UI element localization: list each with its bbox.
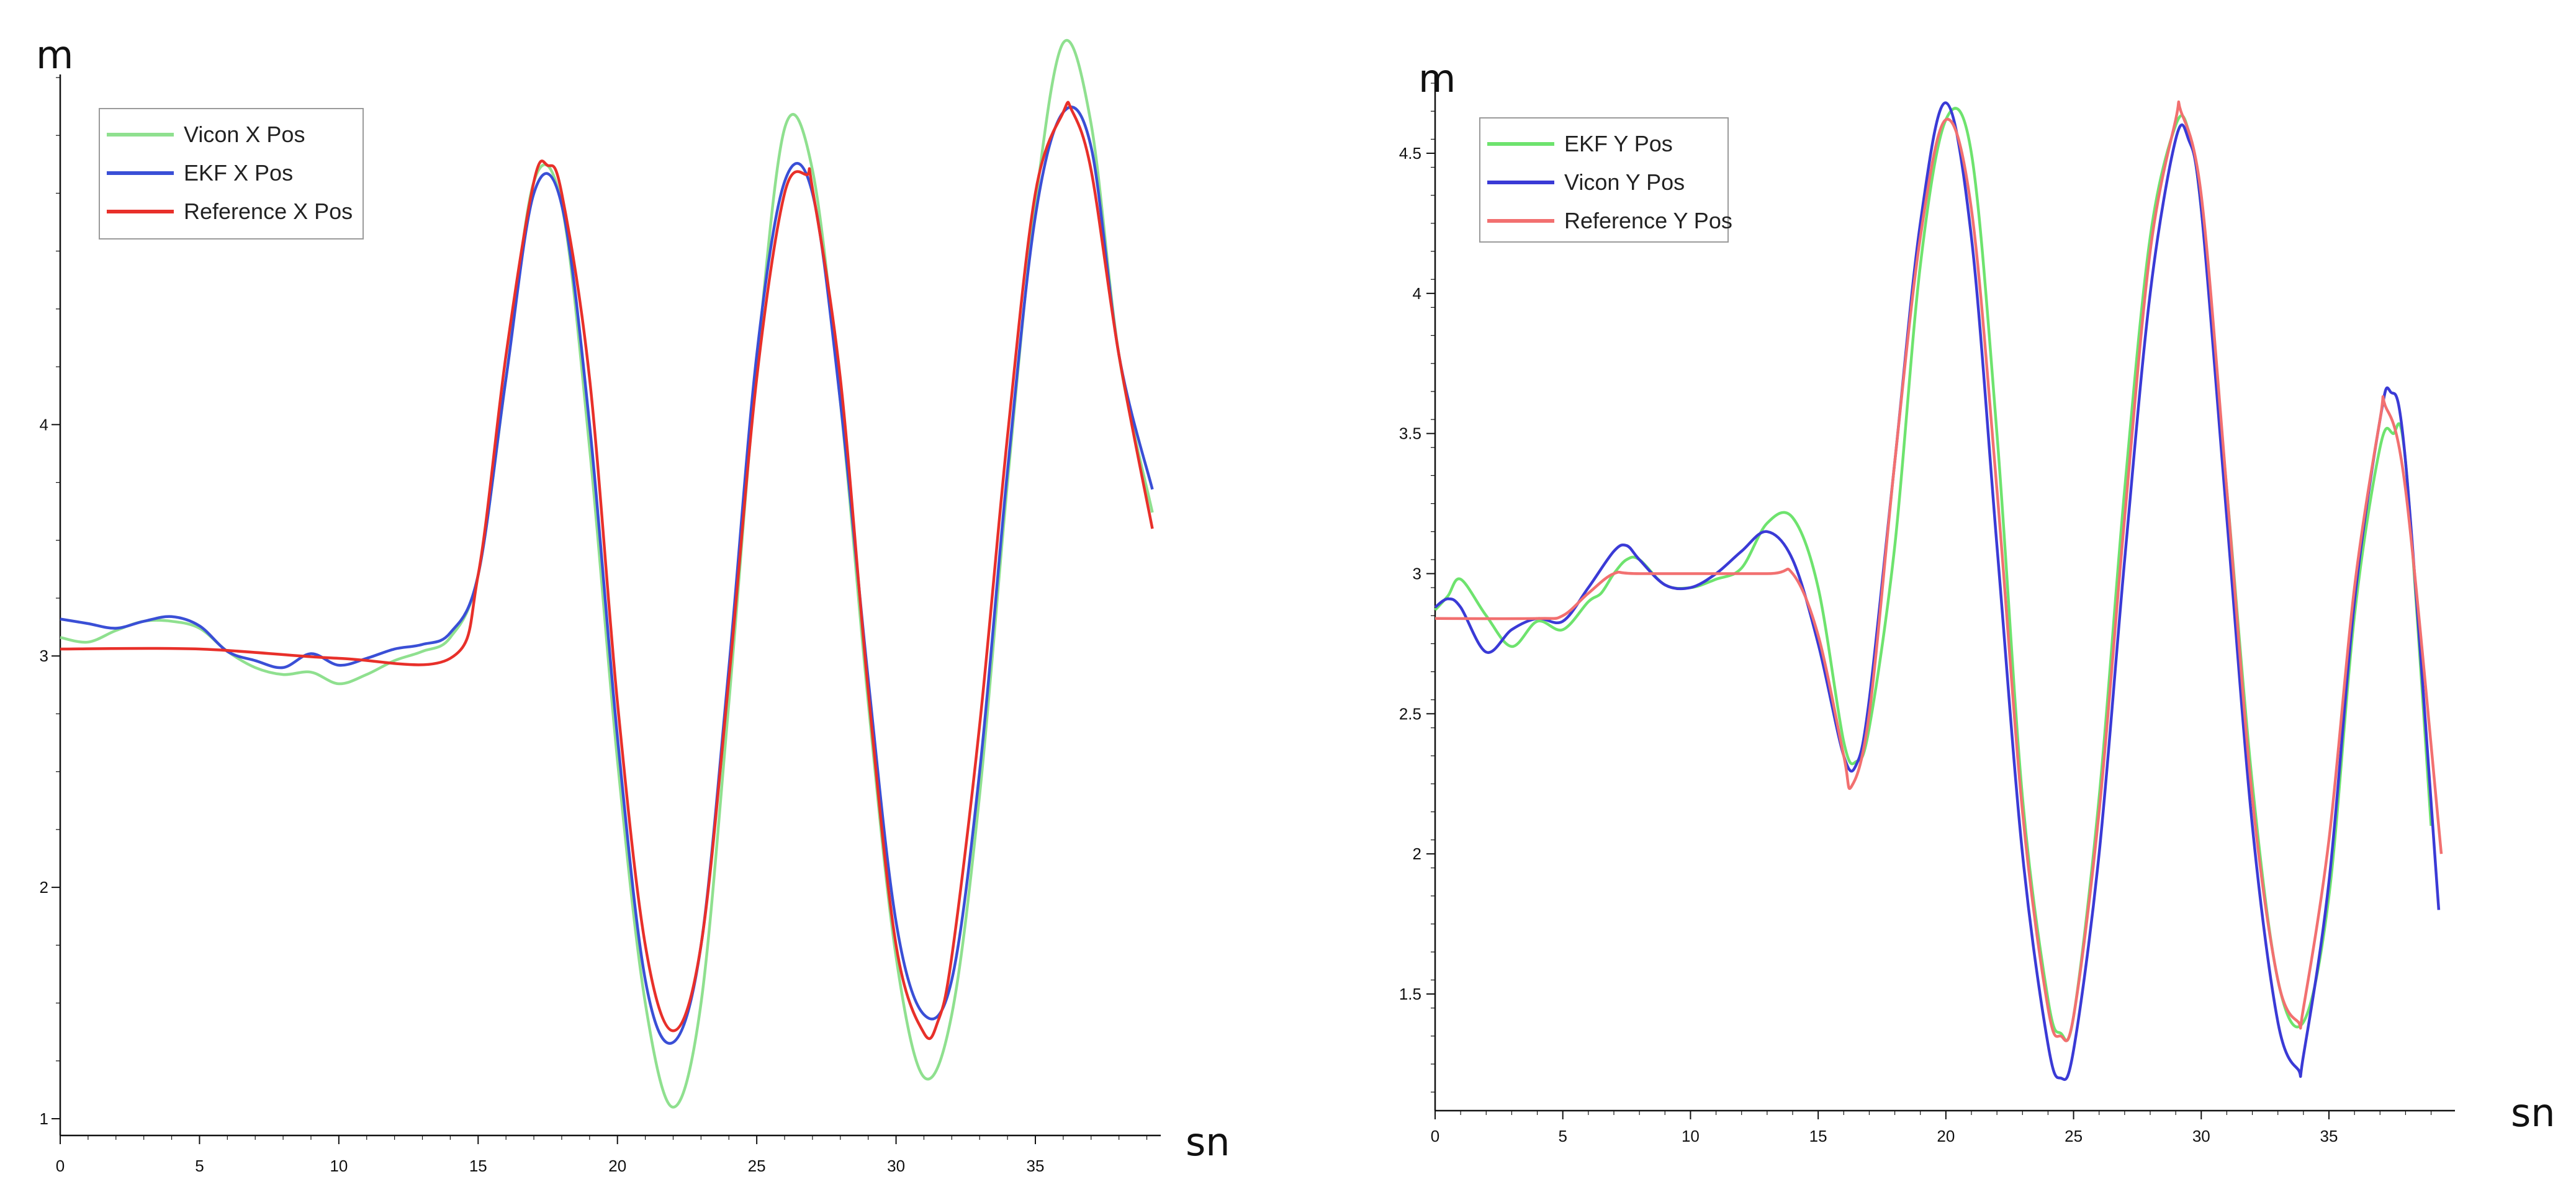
- chart-2: 0 5 10 15 20 25 30 35 1.5 2 2.5 3 3.5 4 4.5 EKF Y Pos Vi…: [1399, 56, 2556, 1145]
- x-tick-label: 15: [469, 1157, 487, 1175]
- x-tick-label: 5: [1558, 1127, 1567, 1145]
- y-tick-label: 1.5: [1399, 985, 1421, 1003]
- x-tick-label: 20: [1937, 1127, 1955, 1145]
- series-line-reference-x-pos: [60, 101, 1154, 1041]
- y-tick-label: 4: [1413, 284, 1421, 303]
- x-axis-label: sn: [1186, 1119, 1230, 1165]
- legend-label: Vicon Y Pos: [1564, 169, 1685, 195]
- series-line-reference-y-pos: [1434, 100, 2443, 1042]
- y-tick-label: 2: [1413, 844, 1421, 863]
- x-tick-label: 10: [1682, 1127, 1700, 1145]
- x-tick-label: 0: [56, 1157, 65, 1175]
- y-axis-label: m: [1418, 56, 1456, 101]
- legend-label: EKF X Pos: [184, 160, 293, 186]
- legend-label: Reference Y Pos: [1564, 208, 1732, 233]
- y-axis-label: m: [36, 32, 73, 78]
- series-line-vicon-y-pos: [1434, 101, 2441, 1081]
- x-tick-label: 10: [330, 1157, 348, 1175]
- x-tick-label: 30: [887, 1157, 905, 1175]
- legend-label: Reference X Pos: [184, 199, 353, 224]
- series-line-ekf-y-pos: [1434, 107, 2433, 1042]
- y-tick-label: 2.5: [1399, 704, 1421, 723]
- x-tick-label: 25: [748, 1157, 766, 1175]
- legend-label: Vicon X Pos: [184, 122, 305, 147]
- x-tick-label: 15: [1809, 1127, 1827, 1145]
- x-tick-label: 25: [2065, 1127, 2083, 1145]
- y-tick-label: 3: [1413, 565, 1421, 583]
- x-tick-label: 5: [195, 1157, 204, 1175]
- x-tick-label: 35: [2320, 1127, 2338, 1145]
- x-tick-label: 35: [1027, 1157, 1045, 1175]
- x-axis-label: sn: [2511, 1090, 2556, 1135]
- y-tick-label: 4: [40, 415, 48, 434]
- chart-1: 0 5 10 15 20 25 30 35 1 2 3 4 Vicon X Pos EKF X Pos Re…: [36, 32, 1230, 1175]
- legend-label: EKF Y Pos: [1564, 131, 1673, 156]
- x-tick-label: 20: [608, 1157, 626, 1175]
- y-tick-label: 3.5: [1399, 424, 1421, 443]
- x-tick-label: 0: [1431, 1127, 1439, 1145]
- y-tick-label: 2: [40, 878, 48, 897]
- y-tick-label: 1: [40, 1109, 48, 1128]
- y-tick-label: 3: [40, 647, 48, 665]
- y-tick-label: 4.5: [1399, 144, 1421, 163]
- x-tick-label: 30: [2192, 1127, 2210, 1145]
